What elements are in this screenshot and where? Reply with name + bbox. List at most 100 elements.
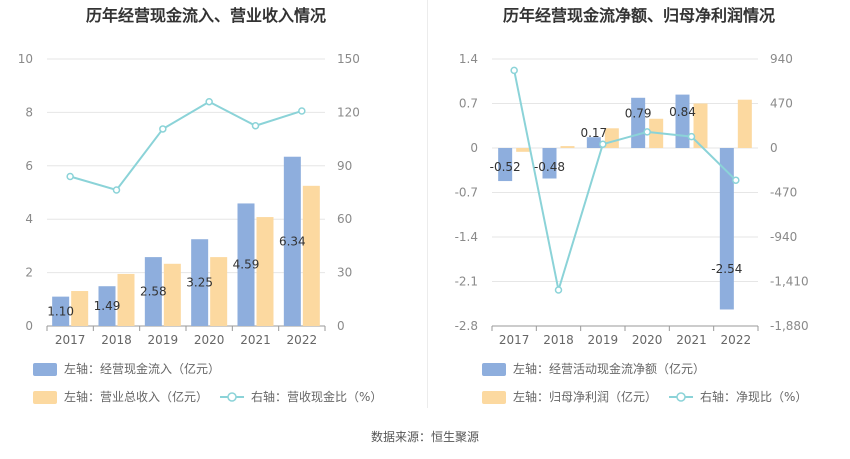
y-right-tick-label: 30 (337, 266, 352, 280)
bar-primary (283, 156, 301, 326)
y-left-tick-label: 0.7 (459, 97, 478, 111)
y-left-tick-label: -0.7 (455, 186, 478, 200)
legend-label: 右轴：营收现金比（%） (251, 389, 382, 404)
line-point (554, 286, 563, 294)
y-right-tick-label: -470 (770, 186, 797, 200)
y-left-tick-label: -2.1 (455, 275, 478, 289)
legend-swatch (482, 363, 506, 376)
chart-left: 历年经营现金流入、营业收入情况 0 2 4 6 8 10 0 30 60 90 120 150 2017… (18, 6, 382, 404)
bar-primary (237, 203, 255, 326)
bar-primary (542, 148, 557, 179)
bar-secondary (210, 257, 228, 326)
x-tick-label: 2022 (721, 333, 752, 347)
legend-label: 左轴：经营现金流入（亿元） (64, 361, 220, 376)
y-right-tick-label: 0 (770, 141, 778, 155)
bar-primary (586, 137, 601, 148)
bar-primary (719, 148, 734, 310)
line-point (298, 107, 306, 115)
bar-primary (191, 239, 209, 326)
data-label: -0.52 (490, 160, 521, 174)
bar-primary (498, 148, 513, 182)
data-label: 3.25 (186, 276, 213, 290)
y-left-tick-label: 10 (18, 52, 33, 66)
y-left-tick-label: 1.4 (459, 52, 478, 66)
legend-label: 右轴：净现比（%） (700, 389, 807, 404)
y-right-tick-label: -940 (770, 230, 797, 244)
bar-secondary (560, 146, 575, 148)
legend-label: 左轴：经营活动现金流净额（亿元） (513, 361, 705, 376)
x-tick-label: 2019 (588, 333, 619, 347)
data-label: -2.54 (711, 262, 742, 276)
y-left-tick-label: -1.4 (455, 230, 478, 244)
bar-secondary (256, 217, 274, 326)
y-left-tick-label: -2.8 (455, 319, 478, 333)
line-point (599, 140, 607, 148)
data-label: 6.34 (279, 234, 306, 248)
y-right-tick-label: -1,880 (770, 319, 809, 333)
panel-divider (427, 0, 428, 408)
series-line (513, 70, 737, 291)
x-tick-label: 2021 (676, 333, 707, 347)
data-label: 0.84 (669, 105, 696, 119)
data-label: 0.17 (580, 126, 607, 140)
x-tick-label: 2018 (543, 333, 574, 347)
x-tick-label: 2021 (240, 333, 271, 347)
line-point (732, 176, 740, 184)
bar-primary (631, 97, 646, 148)
line-point (205, 97, 213, 106)
data-label: 4.59 (233, 258, 260, 272)
chart-title: 历年经营现金流入、营业收入情况 (86, 6, 326, 25)
data-source: 数据来源：恒生聚源 (370, 430, 479, 444)
legend-label: 左轴：营业总收入（亿元） (64, 389, 208, 404)
line-point (66, 172, 74, 181)
y-right-tick-label: 940 (770, 52, 793, 66)
line-point (687, 132, 696, 141)
chart-title: 历年经营现金流净额、归母净利润情况 (503, 6, 775, 25)
y-right-tick-label: 0 (337, 319, 345, 333)
x-tick-label: 2020 (632, 333, 663, 347)
data-label: 1.10 (47, 304, 74, 318)
y-left-tick-label: 0 (470, 141, 478, 155)
bar-secondary (71, 291, 89, 326)
bar-secondary (737, 99, 752, 148)
legend-line-marker (676, 392, 686, 402)
x-tick-label: 2019 (148, 333, 179, 347)
legend-swatch (482, 391, 506, 404)
bar-secondary (516, 148, 531, 152)
series-line (69, 100, 303, 192)
bar-primary (144, 257, 162, 326)
x-tick-label: 2017 (499, 333, 530, 347)
y-left-tick-label: 2 (25, 266, 33, 280)
x-tick-label: 2018 (101, 333, 132, 347)
bar-secondary (302, 185, 320, 326)
legend-line-marker (227, 392, 237, 402)
y-right-tick-label: 60 (337, 212, 352, 226)
x-tick-label: 2017 (55, 333, 86, 347)
data-label: 0.79 (625, 106, 652, 120)
x-tick-label: 2022 (287, 333, 318, 347)
y-left-tick-label: 6 (25, 159, 33, 173)
data-label: 2.58 (140, 285, 167, 299)
x-tick-label: 2020 (194, 333, 225, 347)
legend-label: 左轴：归母净利润（亿元） (513, 389, 657, 404)
y-left-tick-label: 8 (25, 105, 33, 119)
line-point (251, 122, 260, 130)
bar-primary (98, 286, 116, 326)
line-point (510, 66, 518, 75)
bar-secondary (693, 103, 708, 148)
y-right-tick-label: 120 (337, 105, 360, 119)
line-point (112, 186, 121, 194)
legend-swatch (33, 363, 57, 376)
data-label: -0.48 (534, 160, 565, 174)
bar-primary (52, 296, 70, 326)
legend-swatch (33, 391, 57, 404)
y-right-tick-label: 470 (770, 97, 793, 111)
bar-primary (675, 94, 690, 148)
bar-secondary (163, 263, 181, 326)
y-right-tick-label: -1,410 (770, 275, 809, 289)
line-point (159, 125, 167, 133)
y-right-tick-label: 150 (337, 52, 360, 66)
chart-right: 历年经营现金流净额、归母净利润情况 1.4 0.7 0 -0.7 -1.4 -2.1 -2.… (455, 6, 809, 404)
data-label: 1.49 (94, 299, 121, 313)
y-right-tick-label: 90 (337, 159, 352, 173)
